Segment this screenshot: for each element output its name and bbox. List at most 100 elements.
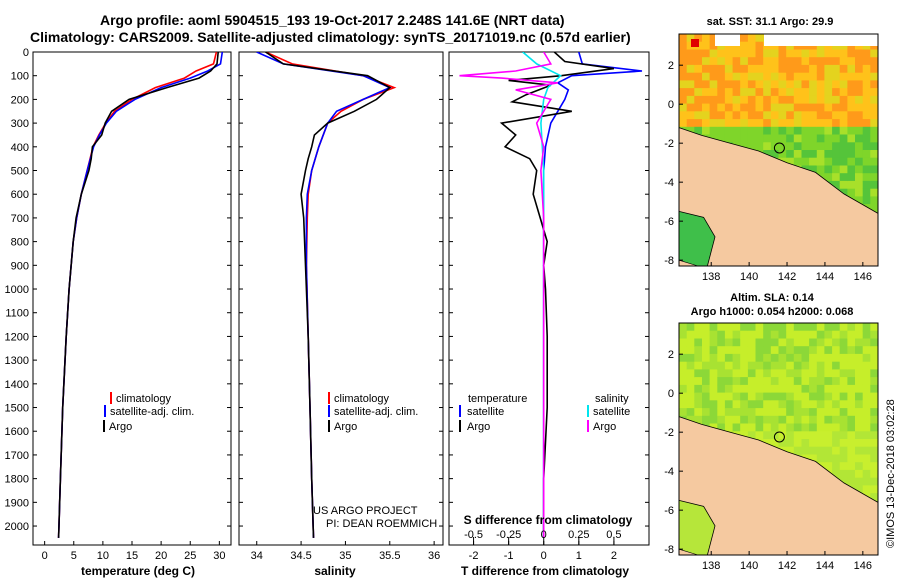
- map-cell: [801, 377, 810, 386]
- map-cell: [724, 119, 734, 128]
- map-cell: [732, 111, 741, 120]
- map-cell: [839, 369, 848, 378]
- map-cell: [694, 49, 703, 58]
- map-cell: [847, 469, 856, 479]
- map-cell: [809, 95, 818, 105]
- legend-salinity-title: salinity: [595, 393, 629, 405]
- map-cell: [686, 377, 695, 386]
- map-y-tick-label: -2: [664, 427, 674, 439]
- salinity-legend: climatology satellite-adj. clim. Argo US…: [313, 392, 437, 530]
- map-cell: [724, 392, 734, 401]
- map-cell: [870, 477, 879, 486]
- map-cell: [732, 353, 741, 363]
- map-cell: [847, 446, 856, 455]
- map-cell: [686, 338, 695, 347]
- salinity-series: [256, 52, 397, 538]
- map-cell: [793, 111, 802, 120]
- map-cell: [786, 338, 795, 347]
- map-cell: [832, 64, 841, 74]
- map-cell: [755, 103, 764, 112]
- map-cell: [763, 111, 772, 120]
- map-cell: [679, 88, 688, 97]
- map-cell: [732, 72, 741, 81]
- map-cell: [816, 384, 825, 394]
- map-cell: [770, 369, 779, 378]
- map-cell: [809, 323, 818, 332]
- map-cell: [740, 323, 749, 332]
- map-cell: [855, 377, 864, 386]
- map-cell: [679, 330, 688, 339]
- series-line-salinity-satellite: [522, 52, 562, 538]
- map-cell: [770, 80, 779, 89]
- map-cell: [786, 49, 795, 58]
- map-cell: [755, 384, 764, 394]
- map-cell: [839, 338, 848, 347]
- map-cell: [809, 454, 818, 463]
- map-cell: [686, 72, 695, 81]
- map-cell: [679, 392, 688, 401]
- map-cell: [793, 353, 802, 363]
- map-cell: [793, 49, 802, 58]
- depth-tick-label: 1000: [5, 284, 29, 296]
- map-cell: [847, 377, 856, 386]
- map-cell: [732, 346, 741, 355]
- map-cell: [839, 446, 848, 455]
- map-cell: [832, 392, 841, 401]
- map-cell: [816, 361, 825, 370]
- map-cell: [832, 95, 841, 105]
- map-cell: [870, 180, 879, 190]
- map-cell: [763, 134, 772, 143]
- map-cell: [755, 64, 764, 74]
- map-cell: [809, 142, 818, 151]
- map-cell: [755, 392, 764, 401]
- map-cell: [855, 323, 864, 332]
- map-cell: [732, 323, 741, 332]
- map-cell: [793, 431, 802, 440]
- map-cell: [717, 353, 726, 363]
- map-cell: [793, 119, 802, 128]
- map-cell: [832, 72, 841, 81]
- map-cell: [770, 49, 779, 58]
- legend-temperature-title: temperature: [468, 393, 527, 405]
- map-cell: [855, 415, 864, 424]
- map-cell: [839, 49, 848, 58]
- map-cell: [824, 338, 833, 347]
- map-cell: [809, 134, 818, 143]
- map-cell: [870, 111, 879, 120]
- map-cell: [724, 88, 734, 97]
- map-cell: [786, 72, 795, 81]
- map-cell: [679, 119, 688, 128]
- map-cell: [847, 119, 856, 128]
- map-cell: [786, 377, 795, 386]
- map-x-tick-label: 142: [778, 560, 796, 572]
- map-cell: [847, 439, 856, 448]
- map-cell: [839, 423, 848, 432]
- map-cell: [763, 126, 772, 135]
- map-cell: [679, 57, 688, 66]
- depth-tick-label: 1800: [5, 474, 29, 486]
- map-cell: [740, 80, 749, 89]
- map-cell: [786, 392, 795, 401]
- map-cell: [847, 408, 856, 417]
- map-cell: [855, 150, 864, 159]
- legend-climatology: climatology: [334, 393, 390, 405]
- map-cell: [816, 330, 825, 339]
- map-cell: [832, 377, 841, 386]
- map-cell: [855, 80, 864, 89]
- map-cell: [847, 369, 856, 378]
- map-cell: [855, 57, 864, 66]
- map-cell: [732, 95, 741, 105]
- map-cell: [824, 400, 833, 409]
- map-cell: [862, 408, 871, 417]
- map-cell: [824, 415, 833, 424]
- map-cell: [862, 49, 871, 58]
- map-cell: [747, 34, 757, 43]
- map-cell: [870, 150, 879, 159]
- map-cell: [824, 377, 833, 386]
- map-cell: [694, 119, 703, 128]
- map-cell: [793, 103, 802, 112]
- map-cell: [839, 346, 848, 355]
- map-cell: [702, 330, 711, 339]
- map-missing-data: [764, 34, 878, 46]
- map-cell: [801, 150, 810, 159]
